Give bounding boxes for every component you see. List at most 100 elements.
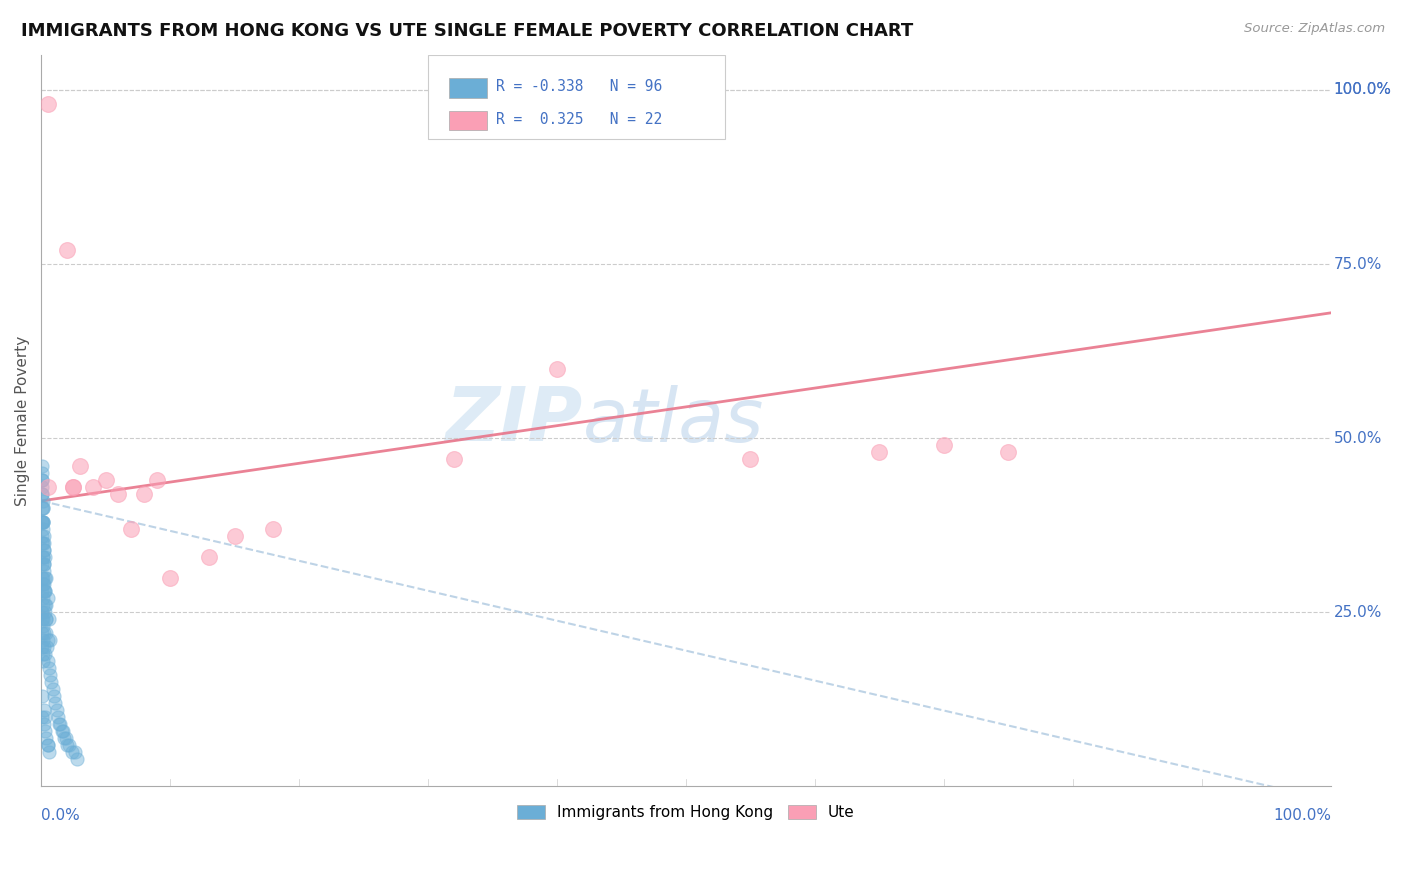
- Point: [31, 584, 53, 599]
- Point: [32, 654, 55, 668]
- Point: [34, 710, 56, 724]
- Point: [31, 605, 53, 619]
- Point: [32, 542, 55, 557]
- Point: [41, 681, 63, 696]
- Point: [31, 487, 53, 501]
- Point: [62, 480, 84, 494]
- Point: [31, 494, 53, 508]
- Point: [31, 591, 53, 606]
- Point: [31, 515, 53, 529]
- Point: [37, 480, 59, 494]
- Point: [31, 577, 53, 591]
- Point: [58, 738, 80, 752]
- Point: [44, 696, 66, 710]
- Point: [31, 459, 53, 474]
- Point: [31, 557, 53, 571]
- Text: 100.0%: 100.0%: [1272, 808, 1331, 823]
- Point: [35, 731, 58, 745]
- Point: [82, 480, 104, 494]
- Point: [60, 745, 83, 759]
- Point: [159, 570, 181, 584]
- Point: [62, 480, 84, 494]
- Point: [32, 515, 55, 529]
- Point: [32, 515, 55, 529]
- Point: [32, 549, 55, 564]
- Point: [35, 612, 58, 626]
- Point: [31, 633, 53, 648]
- Point: [31, 612, 53, 626]
- Point: [31, 689, 53, 703]
- Legend: Immigrants from Hong Kong, Ute: Immigrants from Hong Kong, Ute: [510, 799, 860, 826]
- Point: [32, 584, 55, 599]
- FancyBboxPatch shape: [427, 55, 724, 139]
- Point: [51, 723, 73, 738]
- Text: Source: ZipAtlas.com: Source: ZipAtlas.com: [1244, 22, 1385, 36]
- Point: [120, 522, 142, 536]
- Point: [32, 557, 55, 571]
- Point: [32, 703, 55, 717]
- Point: [34, 584, 56, 599]
- Point: [34, 647, 56, 661]
- Point: [34, 570, 56, 584]
- Text: atlas: atlas: [583, 384, 765, 457]
- Point: [31, 626, 53, 640]
- Point: [197, 549, 219, 564]
- Point: [31, 710, 53, 724]
- Point: [49, 716, 72, 731]
- Point: [42, 689, 65, 703]
- Point: [31, 473, 53, 487]
- Point: [63, 745, 86, 759]
- Text: 100.0%: 100.0%: [1333, 82, 1392, 97]
- Point: [32, 626, 55, 640]
- Text: 0.0%: 0.0%: [41, 808, 80, 823]
- Point: [35, 570, 58, 584]
- Point: [31, 487, 53, 501]
- Point: [31, 500, 53, 515]
- Point: [35, 640, 58, 655]
- Point: [37, 96, 59, 111]
- Text: IMMIGRANTS FROM HONG KONG VS UTE SINGLE FEMALE POVERTY CORRELATION CHART: IMMIGRANTS FROM HONG KONG VS UTE SINGLE …: [21, 22, 914, 40]
- FancyBboxPatch shape: [449, 111, 488, 130]
- Y-axis label: Single Female Poverty: Single Female Poverty: [15, 335, 30, 506]
- Point: [37, 738, 59, 752]
- Point: [146, 473, 169, 487]
- Point: [34, 612, 56, 626]
- Point: [45, 703, 67, 717]
- Point: [31, 473, 53, 487]
- Point: [34, 723, 56, 738]
- Point: [55, 731, 77, 745]
- Point: [39, 668, 62, 682]
- Point: [31, 570, 53, 584]
- Point: [37, 738, 59, 752]
- Point: [32, 619, 55, 633]
- Point: [443, 452, 465, 467]
- Point: [41, 675, 63, 690]
- Text: 75.0%: 75.0%: [1333, 257, 1382, 271]
- Point: [134, 487, 156, 501]
- Text: ZIP: ZIP: [446, 384, 583, 458]
- Point: [32, 647, 55, 661]
- Point: [34, 557, 56, 571]
- Point: [32, 599, 55, 613]
- Point: [35, 626, 58, 640]
- Point: [34, 584, 56, 599]
- Point: [56, 738, 79, 752]
- Point: [32, 564, 55, 578]
- Point: [868, 445, 890, 459]
- Point: [34, 549, 56, 564]
- Point: [38, 612, 60, 626]
- Point: [31, 466, 53, 480]
- Point: [38, 745, 60, 759]
- Point: [31, 535, 53, 549]
- Point: [34, 577, 56, 591]
- Point: [224, 529, 246, 543]
- Point: [262, 522, 284, 536]
- Point: [56, 243, 79, 257]
- Point: [32, 542, 55, 557]
- Point: [39, 633, 62, 648]
- Point: [32, 612, 55, 626]
- Point: [48, 716, 70, 731]
- Point: [31, 500, 53, 515]
- Point: [35, 599, 58, 613]
- Point: [740, 452, 762, 467]
